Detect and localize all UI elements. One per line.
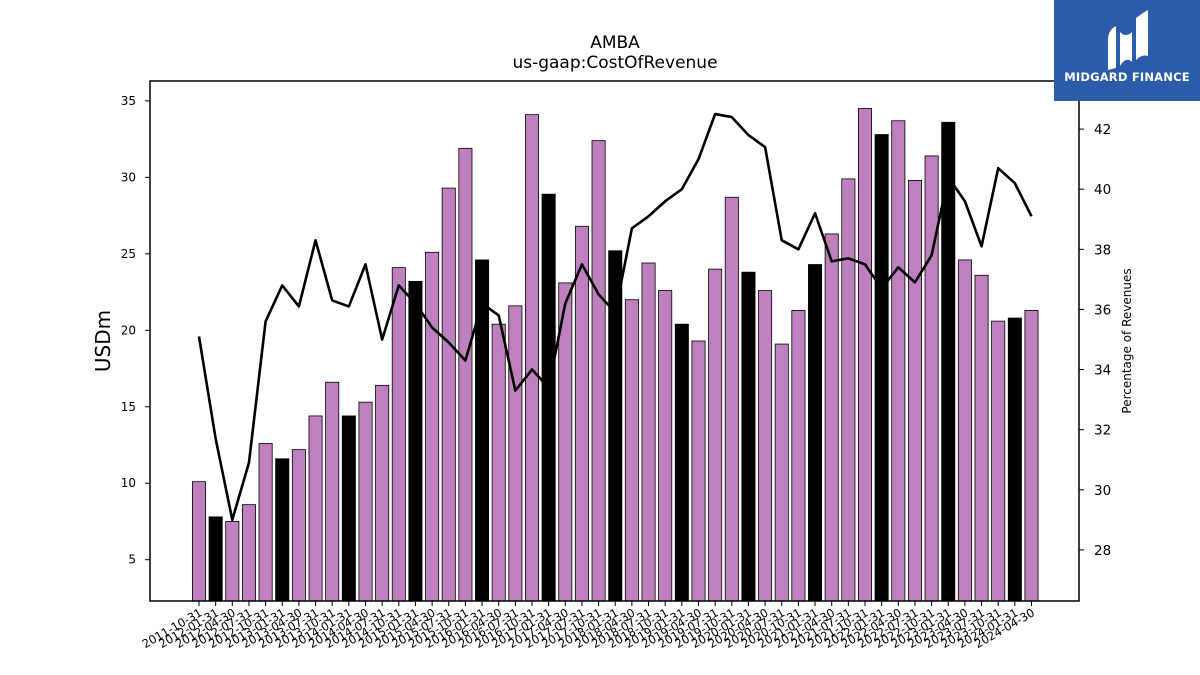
bar [824, 233, 839, 602]
y2-tick-label: 30 [1094, 483, 1111, 499]
bar [841, 178, 856, 602]
y2-tick-label: 34 [1094, 363, 1111, 379]
bar [391, 267, 406, 602]
bar [325, 381, 340, 602]
bar [957, 259, 972, 602]
bar [674, 323, 689, 602]
bar [724, 196, 739, 602]
bar [641, 262, 656, 602]
bar [525, 114, 540, 602]
left-y-axis-label: USDm [91, 310, 115, 372]
bar [441, 187, 456, 602]
bar [774, 343, 789, 602]
y-tick-label: 25 [121, 247, 136, 261]
bar [691, 340, 706, 602]
y-tick-label: 20 [121, 323, 136, 337]
bar [541, 193, 556, 602]
brand-logo-text: MIDGARD FINANCE [1064, 70, 1190, 84]
bar [425, 251, 440, 602]
y2-tick-label: 36 [1094, 302, 1111, 318]
line-group [197, 112, 1033, 522]
bar [491, 323, 506, 602]
brand-logo: MIDGARD FINANCE [1054, 0, 1200, 101]
bar [708, 268, 723, 602]
bar [475, 259, 490, 602]
bar [458, 147, 473, 602]
x-axis: 2011-10-312012-01-312012-04-302012-07-31… [140, 601, 1037, 651]
bar [375, 384, 390, 602]
bar [308, 415, 323, 602]
bar [408, 280, 423, 602]
bar [907, 180, 922, 602]
bar [1024, 310, 1039, 602]
y-tick-label: 15 [121, 400, 136, 414]
bar [341, 415, 356, 602]
midgard-logo-icon [1108, 10, 1148, 70]
bar [1007, 317, 1022, 602]
bar [358, 401, 373, 602]
bar [191, 481, 206, 602]
right-y-axis: 28 30 32 34 36 38 40 42 [1079, 122, 1111, 559]
bar [791, 310, 806, 602]
y-tick-label: 30 [121, 170, 136, 184]
bar [924, 155, 939, 602]
plot-frame [149, 80, 1080, 602]
bar [874, 134, 889, 602]
bar [974, 274, 989, 602]
bar [258, 443, 273, 602]
bar [891, 120, 906, 602]
bar [608, 250, 623, 602]
y-tick-label: 5 [128, 553, 136, 567]
bar [225, 521, 240, 602]
bar-group [191, 108, 1039, 602]
bar [574, 225, 589, 602]
bar [658, 290, 673, 602]
bar [241, 504, 256, 602]
y2-tick-label: 28 [1094, 543, 1111, 559]
bar [741, 271, 756, 602]
bar [591, 140, 606, 602]
bar [758, 290, 773, 602]
bar [858, 108, 873, 602]
chart-subtitle: us-gaap:CostOfRevenue [512, 53, 717, 73]
bar [275, 458, 290, 602]
y2-tick-label: 40 [1094, 182, 1111, 198]
left-y-axis: 5 10 15 20 25 30 35 [121, 94, 150, 567]
bar [291, 449, 306, 602]
y-tick-label: 10 [121, 476, 136, 490]
chart-title: AMBA [590, 33, 640, 53]
y-tick-label: 35 [121, 94, 136, 108]
percentage-line [197, 112, 1033, 522]
bar [508, 305, 523, 602]
y2-tick-label: 32 [1094, 423, 1111, 439]
y2-tick-label: 42 [1094, 122, 1111, 138]
y2-tick-label: 38 [1094, 242, 1111, 258]
bar [808, 264, 823, 602]
right-y-axis-label: Percentage of Revenues [1120, 268, 1134, 413]
bar [624, 299, 639, 602]
bar [208, 516, 223, 602]
bar [991, 320, 1006, 602]
